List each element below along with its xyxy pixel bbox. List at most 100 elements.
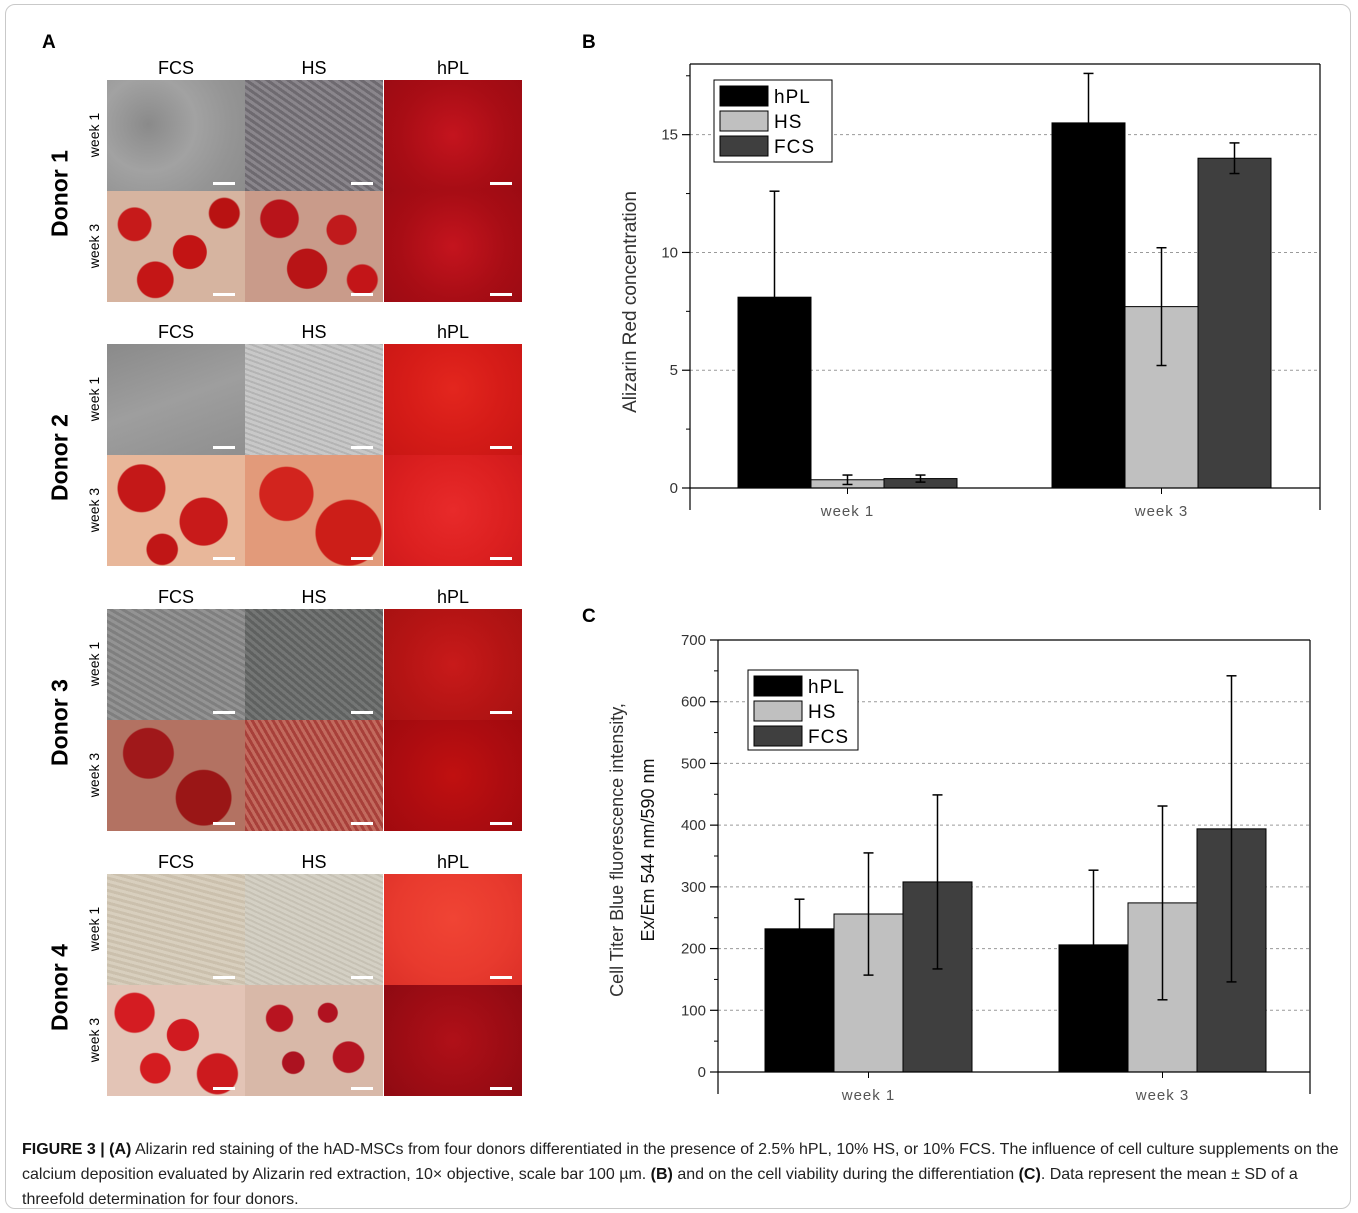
x-tick-label: week 1 [820,503,875,520]
scale-bar [490,182,512,185]
column-label-fcs: FCS [158,852,194,872]
micrograph-tile [245,609,383,720]
donor-label: Donor 2 [46,414,73,501]
panel-b-letter: B [582,32,596,53]
x-tick-label: week 3 [1135,1087,1190,1104]
y-tick-label: 5 [670,362,678,379]
legend-label-hpl: hPL [808,677,845,698]
micrograph-tile [107,985,245,1096]
y-tick-label: 500 [681,755,706,772]
week-label: week 3 [86,223,102,269]
scale-bar [490,446,512,449]
legend-label-hpl: hPL [774,87,811,108]
scale-bar [490,711,512,714]
scale-bar [213,182,235,185]
legend-swatch-hs [753,700,803,722]
micrograph-tile [107,874,245,985]
caption-c-tag: (C) [1018,1166,1041,1183]
scale-bar [351,822,373,825]
column-label-hpl: hPL [436,587,470,607]
micrograph-tile [107,720,245,831]
micrograph-tile [245,874,383,985]
y-axis-title: Alizarin Red concentration [620,191,641,413]
micrograph-tile [245,344,383,455]
y-axis-title-line2: Ex/Em 544 nm/590 nm [638,758,658,941]
week-label: week 1 [86,641,102,687]
week-label: week 3 [86,1017,102,1063]
y-tick-label: 200 [681,941,706,958]
scale-bar [351,446,373,449]
micrograph-tile [384,609,522,720]
caption-b-tag: (B) [650,1166,673,1183]
micrograph-tile [245,985,383,1096]
micrograph-tile [107,455,245,566]
scale-bar [490,976,512,979]
column-label-fcs: FCS [158,322,194,342]
scale-bar [490,293,512,296]
legend-swatch-fcs [753,725,803,747]
week-label: week 3 [86,487,102,533]
micrograph-tile [107,80,245,191]
donor-label: Donor 4 [46,944,73,1031]
column-label-hpl: hPL [436,322,470,342]
column-label-hpl: hPL [436,852,470,872]
micrograph-tile [107,344,245,455]
column-label-hs: HS [301,58,327,78]
scale-bar [490,1087,512,1090]
caption-part3: . Data represent the mean ± SD of a thre… [22,1166,1298,1208]
column-label-fcs: FCS [158,58,194,78]
micrograph-tile [384,344,522,455]
micrograph-tile [245,80,383,191]
y-tick-label: 700 [681,632,706,649]
micrograph-tile [245,720,383,831]
chart-c: week 1 week 3 0 100 200 300 400 500 600 700 hPL HS F… [607,632,1311,1104]
week-label: week 1 [86,376,102,422]
week-label: week 1 [86,112,102,158]
y-tick-label: 100 [681,1002,706,1019]
legend-swatch-hpl [719,85,769,107]
legend-swatch-hs [719,110,769,132]
y-axis-title-line1: Cell Titer Blue fluorescence intensity, [607,703,627,997]
caption-figure-label: FIGURE 3 | [22,1141,110,1158]
figure-caption: FIGURE 3 | (A) Alizarin red staining of … [22,1137,1342,1212]
y-tick-label: 0 [698,1064,706,1081]
scale-bar [213,557,235,560]
legend-swatch-hpl [753,675,803,697]
scale-bar [213,446,235,449]
scale-bar [213,293,235,296]
scale-bar [351,182,373,185]
micrograph-tile [384,874,522,985]
week-label: week 3 [86,752,102,798]
y-tick-label: 15 [661,127,678,144]
caption-part2: and on the cell viability during the dif… [672,1166,1019,1183]
caption-a-tag: (A) [109,1141,132,1158]
caption-part1: Alizarin red staining of the hAD-MSCs fr… [22,1141,1339,1183]
micrograph-tile [245,455,383,566]
bar-fcs-week-3 [1197,157,1272,489]
legend-label-hs: HS [774,112,802,133]
x-tick-label: week 1 [841,1087,896,1104]
legend-swatch-fcs [719,135,769,157]
bar-hpl-week-3 [1051,122,1126,489]
micrograph-tile [245,191,383,302]
legend-label-fcs: FCS [808,727,849,748]
y-tick-label: 10 [661,244,678,261]
scale-bar [351,557,373,560]
legend-label-fcs: FCS [774,137,815,158]
x-tick-label: week 3 [1134,503,1189,520]
scale-bar [213,822,235,825]
micrograph-tile [384,455,522,566]
column-label-fcs: FCS [158,587,194,607]
donor-label: Donor 1 [46,150,73,237]
y-tick-label: 300 [681,879,706,896]
chart-b: week 1 week 3 0 5 10 15 hPL HS FCS Alizarin Red c… [620,63,1321,520]
micrograph-tile [384,985,522,1096]
micrograph-tile [384,80,522,191]
week-label: week 1 [86,906,102,952]
scale-bar [213,1087,235,1090]
donor-label: Donor 3 [46,679,73,766]
y-tick-label: 600 [681,694,706,711]
scale-bar [490,557,512,560]
scale-bar [213,976,235,979]
scale-bar [490,822,512,825]
